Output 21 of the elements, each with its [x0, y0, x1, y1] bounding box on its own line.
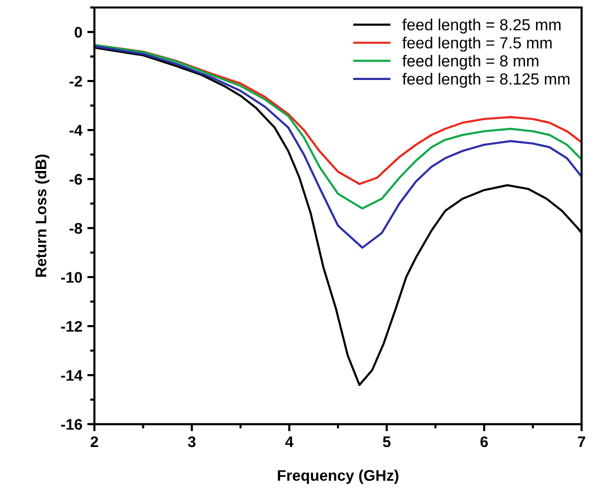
x-axis-title: Frequency (GHz) [278, 470, 398, 484]
x-tick-label: 3 [188, 436, 196, 448]
x-tick-label: 5 [382, 436, 391, 448]
x-tick-label: 7 [578, 436, 586, 448]
y-tick-label: -8 [70, 222, 82, 234]
legend-label: feed length = 7.5 mm [402, 36, 552, 52]
x-tick-label: 6 [480, 436, 488, 448]
legend-label: feed length = 8.25 mm [402, 18, 560, 34]
y-tick-label: -10 [61, 272, 82, 283]
legend-label: feed length = 8 mm [402, 54, 538, 70]
y-axis-title: Return Loss (dB) [35, 154, 50, 277]
legend-label: feed length = 8.125 mm [402, 72, 570, 88]
y-tick-label: -12 [61, 320, 82, 332]
y-tick-label: -6 [70, 174, 82, 185]
y-tick-label: 0 [74, 26, 82, 38]
y-tick-label: -4 [70, 125, 83, 136]
x-tick-label: 4 [285, 436, 294, 448]
y-tick-label: -2 [70, 76, 82, 87]
y-tick-label: -14 [61, 370, 83, 381]
y-tick-label: -16 [61, 419, 82, 430]
x-tick-label: 2 [90, 436, 98, 448]
